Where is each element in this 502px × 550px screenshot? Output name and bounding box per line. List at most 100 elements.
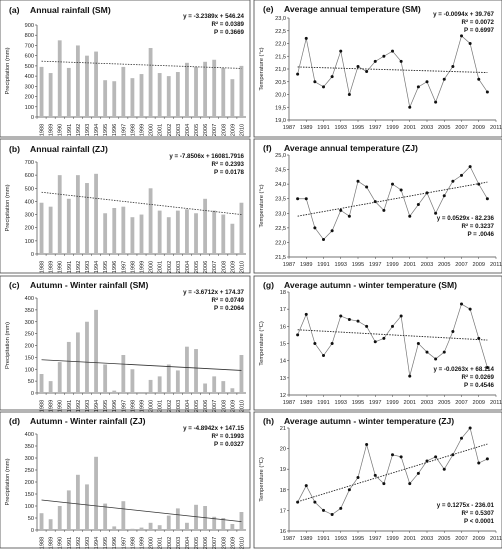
bar <box>185 522 189 530</box>
y-tick-label: 17 <box>280 307 286 313</box>
bar <box>175 508 180 530</box>
y-tick-label: 12 <box>280 393 286 399</box>
x-tick-label: 1994 <box>94 124 100 136</box>
y-tick-label: 16 <box>280 324 286 330</box>
data-point <box>399 455 403 459</box>
x-tick-label: 2002 <box>167 124 173 136</box>
y-tick-label: 600 <box>25 173 34 179</box>
bar <box>175 370 180 393</box>
bar <box>112 208 117 254</box>
r-squared: R² = 0.0269 <box>461 374 494 381</box>
x-tick-label: 2003 <box>421 400 433 406</box>
x-tick-label: 1999 <box>140 400 146 412</box>
bar <box>57 175 62 254</box>
bar <box>175 72 180 117</box>
y-tick-label: 200 <box>25 226 34 232</box>
r-squared: R² = 0.0072 <box>461 19 494 26</box>
data-point <box>442 350 446 354</box>
x-tick-label: 2001 <box>404 400 416 406</box>
y-tick-label: 300 <box>25 456 34 462</box>
x-tick-label: 1999 <box>140 537 146 549</box>
y-tick-label: 300 <box>25 213 34 219</box>
trend-equation: y = -0.0094x + 39.767 <box>433 11 494 18</box>
x-tick-label: 1997 <box>121 400 127 412</box>
x-tick-label: 2011 <box>490 262 502 268</box>
data-point <box>477 77 481 81</box>
data-point <box>485 366 489 370</box>
data-point <box>434 357 438 361</box>
x-tick-label: 2008 <box>221 537 227 549</box>
data-point <box>399 59 403 63</box>
bar <box>185 209 189 254</box>
x-tick-label: 1989 <box>300 262 312 268</box>
trend-line <box>41 191 242 215</box>
bar <box>157 525 162 530</box>
x-tick-label: 1993 <box>85 537 91 549</box>
bar <box>48 381 53 393</box>
y-tick-label: 100 <box>25 105 34 111</box>
bar <box>48 519 53 530</box>
trend-line <box>297 329 488 341</box>
data-point <box>373 473 377 477</box>
y-tick-label: 23,0 <box>275 16 286 22</box>
data-point <box>322 508 325 512</box>
bar <box>75 474 80 530</box>
data-point <box>365 185 369 189</box>
x-tick-label: 2008 <box>221 400 227 412</box>
trend-line <box>41 499 242 522</box>
data-point <box>296 333 300 337</box>
y-tick-label: 0 <box>31 391 34 397</box>
y-tick-label: 16 <box>280 529 286 535</box>
x-tick-label: 1991 <box>67 400 73 412</box>
bar <box>130 217 135 254</box>
y-tick-label: 21,5 <box>275 255 286 261</box>
r-squared: R² = 0.5307 <box>461 510 494 517</box>
y-tick-label: 300 <box>25 84 34 90</box>
data-point <box>391 324 394 328</box>
panel-2: 0 100 200 300 400 500 600 700 Precipitation (mm)… <box>0 138 251 274</box>
data-point <box>399 314 403 318</box>
x-tick-label: 1988 <box>40 124 46 136</box>
x-tick-label: 2001 <box>404 262 416 268</box>
p-value: P < 0.0001 <box>464 518 495 525</box>
data-point <box>313 342 317 345</box>
x-tick-label: 1999 <box>140 261 146 273</box>
data-point <box>416 471 420 475</box>
bar <box>121 206 126 254</box>
x-tick-label: 2009 <box>230 261 236 273</box>
bar <box>212 59 217 117</box>
x-tick-label: 1988 <box>40 261 46 273</box>
data-point <box>322 354 325 358</box>
bar <box>148 188 153 254</box>
r-squared: R² = 0.0389 <box>211 21 244 28</box>
data-point <box>304 197 308 201</box>
data-point <box>313 500 317 504</box>
bar <box>230 388 235 393</box>
data-point <box>382 336 386 340</box>
x-tick-label: 2005 <box>194 261 200 273</box>
panel-4: 0 50 100 150 200 250 300 350 400 Precipitation (m… <box>0 411 251 549</box>
x-tick-label: 2009 <box>230 124 236 136</box>
bar <box>57 362 62 393</box>
x-tick-label: 1995 <box>103 124 109 136</box>
y-tick-label: 22,0 <box>275 42 286 48</box>
chart-title: Annual rainfall (ZJ) <box>30 144 108 154</box>
x-tick-label: 2003 <box>176 537 182 549</box>
bar <box>39 66 44 117</box>
y-tick-label: 800 <box>25 33 34 39</box>
x-tick-label: 1995 <box>103 400 109 412</box>
y-tick-label: 100 <box>25 239 34 245</box>
p-value: P = 0.0327 <box>214 441 245 448</box>
y-axis-label: Precipitation (mm) <box>5 184 11 231</box>
bar <box>85 55 89 117</box>
y-tick-label: 19,0 <box>275 118 286 124</box>
bar <box>94 456 98 530</box>
y-tick-label: 22,0 <box>275 240 286 246</box>
bar <box>94 51 98 118</box>
data-point <box>416 342 420 345</box>
y-tick-label: 18 <box>280 488 286 494</box>
panel-label: (c) <box>9 280 20 290</box>
data-point <box>425 459 429 463</box>
data-point <box>347 317 351 321</box>
x-tick-label: 1997 <box>369 262 381 268</box>
